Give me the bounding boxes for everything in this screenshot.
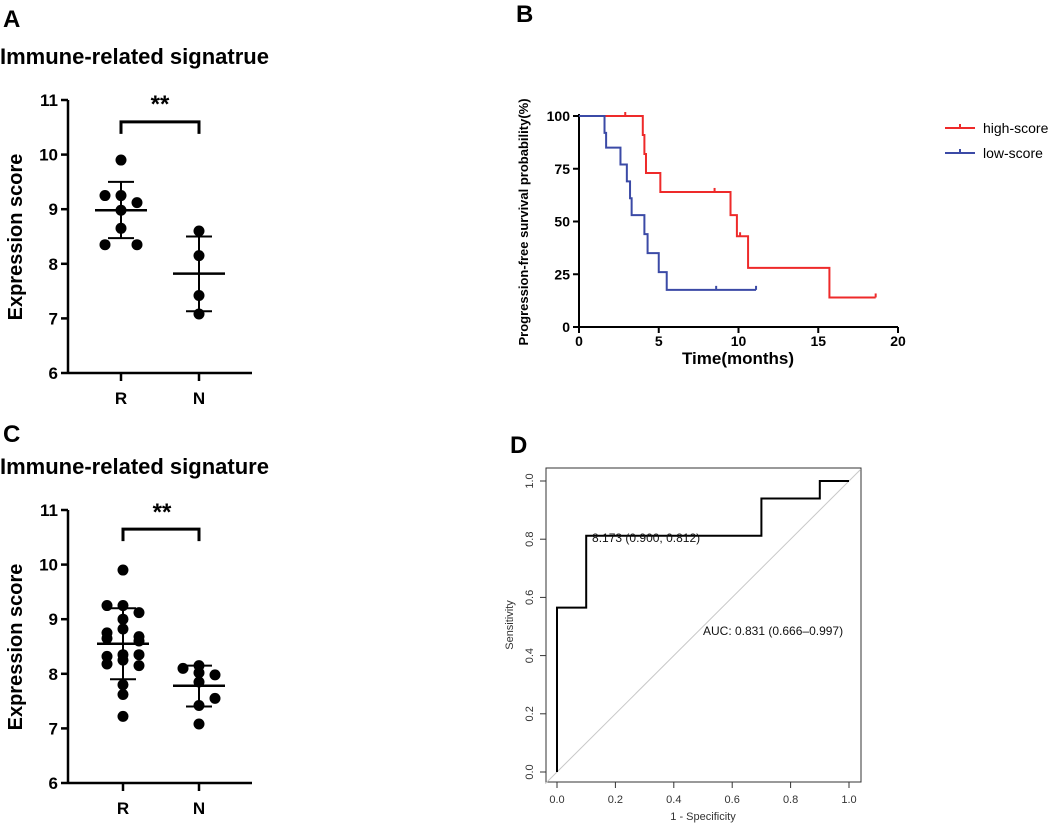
roc-annotation: AUC: 0.831 (0.666–0.997) [703, 624, 843, 638]
y-tick-label: 10 [39, 146, 58, 165]
panel-b-xlabel: Time(months) [682, 349, 794, 368]
x-tick-label: 0 [575, 333, 583, 349]
y-tick-label: 0.8 [524, 532, 536, 547]
y-tick-label: 8 [49, 665, 58, 684]
y-tick-label: 0.0 [524, 764, 536, 779]
data-point-r [117, 689, 129, 701]
survival-curve-high-score [579, 115, 876, 299]
data-point-r [117, 679, 129, 691]
x-tick-label: 20 [890, 333, 906, 349]
x-tick-label: 5 [655, 333, 663, 349]
panel-label-d: D [510, 432, 527, 459]
data-point-n [193, 225, 205, 237]
y-tick-label: 7 [49, 719, 58, 738]
data-point-r [131, 239, 143, 251]
survival-curve-low-score [579, 115, 757, 291]
data-point-r [131, 197, 143, 209]
data-point-r [101, 658, 113, 670]
data-point-r [133, 649, 145, 661]
y-tick-label: 11 [40, 501, 58, 520]
panel-a-title: Immune-related signatrue [0, 44, 269, 69]
data-point-n [209, 669, 221, 681]
panel-c-dotplot: Immune-related signature Expression scor… [0, 454, 269, 818]
data-point-r [133, 660, 145, 672]
x-tick-label: 0.4 [666, 794, 681, 806]
y-tick-label: 9 [49, 200, 58, 219]
y-tick-label: 0.6 [524, 590, 536, 605]
y-tick-label: 0.2 [524, 706, 536, 721]
data-point-r [117, 564, 129, 576]
panel-label-a: A [3, 6, 20, 33]
y-tick-label: 9 [49, 610, 58, 629]
panel-d-roc: Sensitivity 1 - Specificity 0.0 0.2 0.4 0.6… [504, 467, 862, 823]
panel-b-ylabel: Progression-free survival probability(%) [516, 98, 531, 345]
panel-label-b: B [516, 1, 533, 28]
panel-d-xlabel: 1 - Specificity [670, 811, 736, 823]
x-tick-label: 0.2 [608, 794, 623, 806]
data-point-r [133, 607, 145, 619]
panel-c-xtick-n: N [193, 799, 205, 818]
data-point-r [117, 710, 129, 722]
roc-annotation: 8.173 (0.900, 0.812) [592, 531, 700, 545]
panel-label-c: C [3, 421, 20, 448]
reference-diagonal [544, 469, 862, 784]
panel-d-frame [545, 467, 862, 783]
x-tick-label: 1.0 [841, 794, 856, 806]
y-tick-label: 1.0 [524, 473, 536, 488]
x-tick-label: 0.6 [725, 794, 740, 806]
panel-d-ylabel: Sensitivity [504, 600, 516, 650]
legend-label-high-score: high-score [983, 120, 1049, 136]
roc-curve [556, 480, 849, 772]
panel-c-xtick-r: R [117, 799, 129, 818]
y-tick-label: 100 [547, 108, 571, 124]
y-tick-label: 11 [40, 91, 58, 110]
panel-a-xtick-r: R [115, 389, 127, 408]
panel-c-ylabel: Expression score [5, 564, 27, 731]
y-tick-label: 75 [554, 161, 570, 177]
panel-c-significance: ** [153, 499, 172, 526]
y-tick-label: 0 [562, 319, 570, 335]
y-tick-label: 6 [49, 364, 58, 383]
significance-bracket [121, 527, 201, 542]
data-point-n [209, 692, 221, 704]
data-point-r [115, 154, 127, 166]
panel-a-dotplot: Immune-related signatrue Expression scor… [0, 44, 269, 408]
legend-label-low-score: low-score [983, 145, 1043, 161]
y-tick-label: 10 [39, 556, 58, 575]
x-tick-label: 10 [731, 333, 747, 349]
y-tick-label: 50 [554, 214, 570, 230]
panel-a-ylabel: Expression score [5, 154, 27, 321]
x-tick-label: 0.0 [549, 794, 564, 806]
y-tick-label: 8 [49, 255, 58, 274]
data-point-r [101, 600, 113, 612]
panel-a-xtick-n: N [193, 389, 205, 408]
panel-a-significance: ** [151, 91, 170, 118]
data-point-n [177, 662, 189, 674]
panel-c-title: Immune-related signature [0, 454, 269, 479]
x-tick-label: 0.8 [783, 794, 798, 806]
y-tick-label: 6 [49, 774, 58, 793]
data-point-r [101, 632, 113, 644]
panel-b-survival: Progression-free survival probability(%)… [516, 98, 1049, 368]
significance-bracket [119, 120, 201, 134]
data-point-r [99, 239, 111, 251]
y-tick-label: 25 [554, 266, 570, 282]
data-point-r [101, 650, 113, 662]
y-tick-label: 0.4 [524, 648, 536, 663]
data-point-n [193, 718, 205, 730]
y-tick-label: 7 [49, 309, 58, 328]
panel-b-legend: high-score low-score [945, 120, 1049, 161]
x-tick-label: 15 [810, 333, 826, 349]
data-point-r [99, 190, 111, 202]
